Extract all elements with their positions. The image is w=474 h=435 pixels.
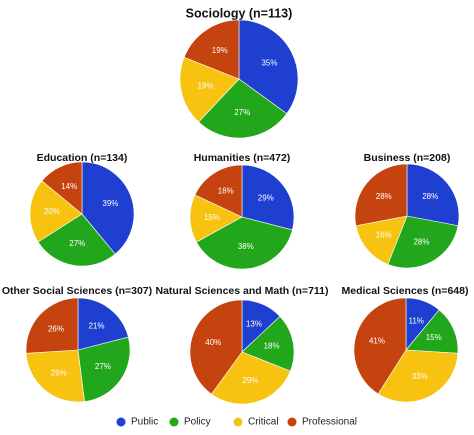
pie-title: Other Social Sciences (n=307) (2, 285, 152, 297)
pie-education: Education (n=134) 39% 27% 20% 14% (29, 152, 135, 267)
slice-policy (241, 315, 295, 372)
slice-professional (183, 19, 240, 80)
slice-professional (353, 297, 407, 395)
slice-policy (77, 336, 131, 402)
pie-natural-sciences-and-math: Natural Sciences and Math (n=711) 13% 18% 2… (155, 285, 329, 405)
slice-public (241, 164, 295, 231)
slice-policy (198, 78, 288, 139)
slice-label: 18% (264, 341, 280, 350)
slice-label: 13% (246, 319, 262, 328)
legend-swatch (233, 417, 243, 427)
slice-critical (25, 349, 85, 403)
legend-item-professional: Professional (287, 417, 357, 428)
pie-title: Sociology (n=113) (186, 6, 293, 20)
slice-public (406, 163, 460, 227)
slice-label: 29% (242, 376, 258, 385)
pie-group: Sociology (n=113) 35% 27% 19% 19% Education (… (2, 6, 469, 405)
pie-medical-sciences: Medical Sciences (n=648) 11%15% 33% 41% (342, 285, 469, 403)
legend-label: Public (131, 417, 158, 428)
legend: Public Policy Critical Professional (116, 417, 357, 428)
slice-professional (25, 297, 79, 354)
slice-label: 29% (258, 194, 274, 203)
slice-label: 41% (369, 337, 385, 346)
slice-label: 15% (204, 213, 220, 222)
slice-label: 16% (376, 230, 392, 239)
pie-humanities: Humanities (n=472) 29% 38% 15% 18% (189, 152, 295, 270)
slice-label: 39% (102, 199, 118, 208)
pie-sociology: Sociology (n=113) 35% 27% 19% 19% (179, 6, 299, 139)
legend-swatch (287, 417, 297, 427)
pie-title: Medical Sciences (n=648) (342, 285, 469, 297)
slice-critical (29, 180, 83, 243)
slice-label: 33% (412, 372, 428, 381)
slice-label: 27% (95, 362, 111, 371)
slice-label: 28% (376, 192, 392, 201)
slice-label: 18% (218, 187, 234, 196)
legend-swatch (116, 417, 126, 427)
slice-label: 19% (212, 46, 228, 55)
legend-label: Policy (184, 417, 211, 428)
slice-label: 14% (61, 182, 77, 191)
slice-label: 38% (238, 242, 254, 251)
slice-label: 40% (205, 338, 221, 347)
slice-critical (211, 351, 291, 405)
pie-other-social-sciences: Other Social Sciences (n=307) 21% 27% 26% 26… (2, 285, 152, 403)
pie-title: Business (n=208) (364, 152, 451, 164)
slice-label: 28% (413, 238, 429, 247)
slice-label: 27% (234, 108, 250, 117)
slice-label: 26% (48, 325, 64, 334)
legend-item-policy: Policy (169, 417, 211, 428)
legend-item-public: Public (116, 417, 158, 428)
slice-label: 28% (422, 192, 438, 201)
slice-policy (405, 309, 459, 354)
slice-label: 20% (44, 207, 60, 216)
slice-policy (387, 215, 459, 269)
pie-title: Natural Sciences and Math (n=711) (155, 285, 328, 297)
slice-label: 19% (198, 82, 214, 91)
slice-label: 15% (426, 333, 442, 342)
slice-public (77, 297, 129, 351)
legend-label: Critical (248, 417, 279, 428)
pie-business: Business (n=208) 28% 28% 16% 28% (354, 152, 460, 269)
slice-professional (194, 164, 243, 218)
slice-public (238, 19, 299, 115)
slice-public (81, 161, 135, 255)
slice-critical (355, 215, 408, 265)
legend-swatch (169, 417, 179, 427)
slice-label: 35% (261, 59, 277, 68)
slice-label: 11% (408, 317, 423, 326)
pie-title: Education (n=134) (37, 152, 128, 164)
slice-policy (196, 216, 293, 270)
legend-item-critical: Critical (233, 417, 279, 428)
legend-label: Professional (302, 417, 357, 428)
slice-policy (37, 213, 116, 267)
slice-label: 26% (51, 368, 67, 377)
slice-professional (41, 161, 83, 215)
pie-title: Humanities (n=472) (194, 152, 291, 164)
slice-label: 21% (88, 321, 104, 330)
slice-label: 27% (69, 239, 85, 248)
slice-critical (189, 194, 243, 243)
slice-professional (189, 299, 243, 395)
slice-professional (354, 163, 408, 227)
